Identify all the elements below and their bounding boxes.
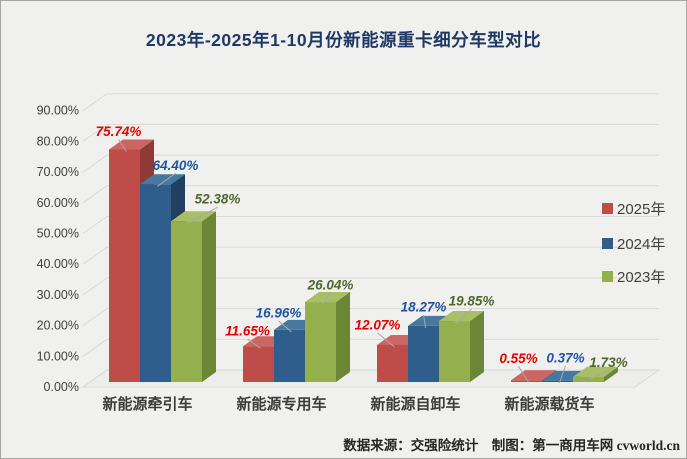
y-axis-tick-label: 60.00% [37,196,79,210]
x-axis-category-label: 新能源自卸车 [370,395,460,413]
axis-tick [82,308,108,327]
data-source-note: 数据来源：交强险统计 制图：第一商用车网 cvworld.cn [343,438,680,453]
label-leader-line [377,332,395,348]
label-leader-line [188,206,218,224]
chart-title: 2023年-2025年1-10月份新能源重卡细分车型对比 [145,30,542,50]
label-leader-line [559,365,566,384]
bar-data-label: 64.40% [153,158,199,173]
legend-swatch-2024 [602,237,613,249]
legend-item-2023: 2023年 [602,265,665,287]
bar-front-face [171,221,202,382]
bar-data-label: 19.85% [449,294,495,309]
bar-side-face [470,311,484,382]
bar-data-label: 11.65% [225,324,270,339]
legend-item-2024: 2024年 [602,232,665,254]
label-leader-line [322,292,331,305]
bar-front-face [140,184,171,382]
x-axis-category-label: 新能源载货车 [504,395,594,413]
y-axis-tick-label: 30.00% [37,288,79,302]
y-axis-tick-label: 50.00% [37,227,79,241]
axis-tick [82,246,108,265]
bar-front-face [439,321,470,382]
y-axis-tick-label: 70.00% [37,165,79,179]
bar-front-face [274,329,305,382]
axis-tick [82,369,108,388]
x-axis-category-label: 新能源牵引车 [102,395,192,413]
label-leader-line [278,320,292,333]
legend-label-2024: 2024年 [617,235,666,253]
bar-top-face [439,311,484,322]
y-axis-tick-label: 90.00% [37,104,79,118]
bar-front-face [511,380,542,382]
bar-data-label: 75.74% [96,124,142,139]
bar-side-face [336,292,350,382]
axis-tick [82,216,108,234]
label-leader-line [518,366,529,383]
bar-front-face [377,344,408,382]
bar-front-face [542,380,573,382]
bar-data-label: 52.38% [195,192,241,207]
label-leader-line [247,338,261,349]
axis-tick [82,123,108,142]
legend-label-2023: 2023年 [617,268,666,286]
y-axis-tick-label: 40.00% [37,257,79,271]
bar-data-label: 0.55% [499,351,537,366]
axis-tick [82,277,108,296]
bar-front-face [573,376,604,382]
legend-swatch-2025 [602,202,613,214]
y-axis-tick-label: 0.00% [44,380,79,394]
bar-side-face [202,211,216,382]
bar-data-label: 16.96% [256,305,302,320]
bar-side-face [604,366,618,382]
x-axis-category-label: 新能源专用车 [236,395,326,413]
legend-item-2025: 2025年 [602,197,665,219]
bar-front-face [305,302,336,382]
axis-tick [82,93,108,112]
label-leader-line [157,172,176,187]
bar-front-face [109,149,140,382]
bar-top-face [573,366,618,377]
legend-swatch-2023 [602,270,613,282]
bar-data-label: 12.07% [355,317,401,332]
axis-tick [82,185,108,204]
label-leader-line [423,314,426,328]
bar-front-face [408,325,439,382]
bar-data-label: 0.37% [546,350,584,365]
label-leader-line [590,370,609,380]
bar-front-face [243,346,274,382]
y-axis-tick-label: 20.00% [37,319,79,333]
legend-label-2025: 2025年 [617,200,666,218]
y-axis-tick-label: 10.00% [37,349,79,363]
axis-tick [82,338,108,357]
label-leader-line [118,139,127,152]
bar-data-label: 18.27% [401,299,447,314]
bar-data-label: 1.73% [589,355,627,370]
y-axis-tick-label: 80.00% [37,134,79,148]
axis-tick [82,154,108,173]
bar-top-face [140,174,185,185]
bar-data-label: 26.04% [307,278,354,293]
label-leader-line [456,308,472,324]
